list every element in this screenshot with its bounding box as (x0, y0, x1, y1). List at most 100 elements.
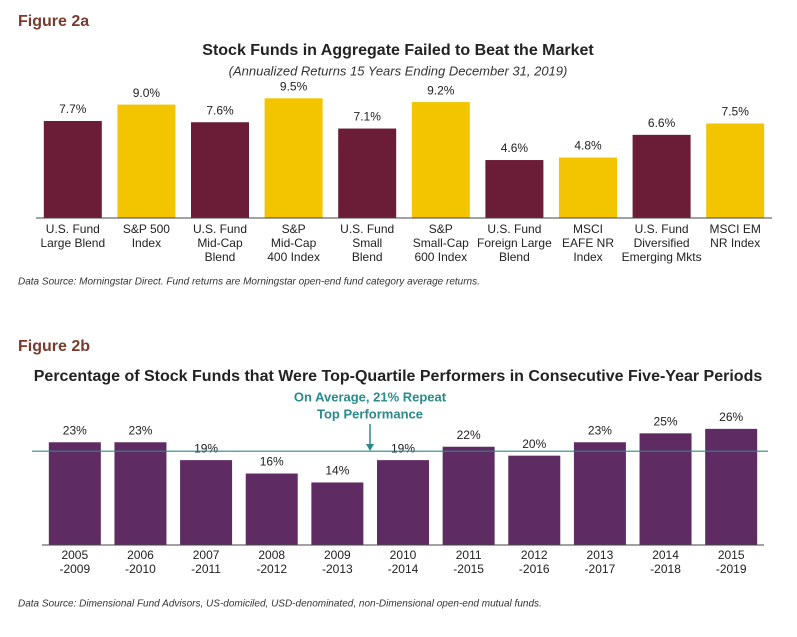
data-label: 9.5% (280, 79, 308, 93)
bar (180, 460, 233, 545)
figure-label: Figure 2b (18, 338, 90, 355)
x-tick-label: S&P (282, 222, 306, 236)
data-label: 7.7% (59, 102, 87, 116)
bar (442, 446, 495, 545)
data-label: 23% (63, 423, 87, 437)
x-tick-label: -2015 (453, 562, 484, 576)
data-label: 7.1% (354, 110, 382, 124)
bar (508, 455, 561, 545)
x-tick-label: Blend (352, 250, 383, 264)
data-label: 23% (128, 423, 152, 437)
bar (48, 442, 101, 545)
bar (377, 460, 429, 545)
x-tick-label: -2018 (650, 562, 681, 576)
x-tick-label: -2014 (388, 562, 419, 576)
bar (573, 442, 626, 545)
x-tick-label: 2005 (61, 548, 88, 562)
bar (338, 128, 397, 218)
x-tick-label: 2015 (718, 548, 745, 562)
x-tick-label: 600 Index (414, 250, 467, 264)
x-tick-label: U.S. Fund (487, 222, 541, 236)
annotation: On Average, 21% Repeat (294, 389, 447, 404)
source-note: Data Source: Dimensional Fund Advisors, … (18, 599, 542, 610)
bar (632, 134, 691, 218)
bar (559, 157, 617, 218)
x-tick-label: -2010 (125, 562, 156, 576)
x-tick-label: Small (352, 236, 382, 250)
x-tick-label: Diversified (634, 236, 690, 250)
x-tick-label: Blend (205, 250, 236, 264)
bar (114, 442, 167, 545)
data-label: 6.6% (648, 116, 676, 130)
bar (639, 433, 692, 545)
x-tick-label: -2012 (256, 562, 287, 576)
x-tick-label: -2011 (191, 562, 221, 576)
data-label: 16% (260, 455, 284, 469)
x-tick-label: 2010 (390, 548, 417, 562)
data-label: 26% (719, 410, 743, 424)
bar (705, 428, 758, 545)
x-tick-label: Mid-Cap (271, 236, 317, 250)
x-tick-label: Foreign Large (477, 236, 552, 250)
x-tick-label: U.S. Fund (46, 222, 100, 236)
x-tick-label: -2016 (519, 562, 550, 576)
x-tick-label: 2007 (193, 548, 220, 562)
x-tick-label: Blend (499, 250, 530, 264)
bar (43, 120, 102, 218)
x-tick-label: -2013 (322, 562, 353, 576)
x-tick-label: NR Index (710, 236, 760, 250)
data-label: 25% (654, 415, 678, 429)
x-tick-label: S&P 500 (123, 222, 170, 236)
chart-title: Stock Funds in Aggregate Failed to Beat … (202, 42, 594, 59)
bar (706, 123, 765, 218)
x-tick-label: 2014 (652, 548, 679, 562)
x-tick-label: S&P (429, 222, 453, 236)
x-tick-label: Mid-Cap (197, 236, 243, 250)
bar (117, 104, 176, 218)
data-label: 20% (522, 437, 546, 451)
bar (411, 102, 470, 218)
data-label: 22% (457, 428, 481, 442)
x-tick-label: 2008 (258, 548, 285, 562)
x-tick-label: -2019 (716, 562, 747, 576)
data-label: 4.6% (501, 141, 529, 155)
x-tick-label: U.S. Fund (193, 222, 247, 236)
data-label: 4.8% (574, 139, 602, 153)
annotation-arrowhead (366, 444, 374, 451)
x-tick-label: Index (573, 250, 602, 264)
bar (191, 122, 249, 218)
x-tick-label: -2017 (585, 562, 616, 576)
x-tick-label: 2011 (456, 548, 482, 562)
x-tick-label: 2009 (324, 548, 351, 562)
bar (245, 473, 298, 545)
chart-title: Percentage of Stock Funds that Were Top-… (34, 368, 763, 385)
x-tick-label: Emerging Mkts (622, 250, 702, 264)
data-label: 9.0% (133, 86, 161, 100)
x-tick-label: U.S. Fund (635, 222, 689, 236)
x-tick-label: Small-Cap (413, 236, 469, 250)
source-note: Data Source: Morningstar Direct. Fund re… (18, 277, 480, 288)
data-label: 14% (325, 464, 349, 478)
x-tick-label: MSCI (573, 222, 603, 236)
bar (311, 482, 364, 545)
bar (485, 160, 544, 218)
x-tick-label: Index (132, 236, 161, 250)
x-tick-label: 400 Index (267, 250, 320, 264)
x-tick-label: Large Blend (40, 236, 105, 250)
x-tick-label: 2006 (127, 548, 154, 562)
bar (264, 98, 323, 218)
x-tick-label: MSCI EM (710, 222, 761, 236)
data-label: 19% (391, 441, 415, 455)
x-tick-label: 2012 (521, 548, 548, 562)
x-tick-label: 2013 (587, 548, 614, 562)
data-label: 9.2% (427, 83, 455, 97)
x-tick-label: EAFE NR (562, 236, 614, 250)
data-label: 7.5% (722, 105, 750, 119)
figure-label: Figure 2a (18, 13, 89, 30)
x-tick-label: U.S. Fund (340, 222, 394, 236)
chart-subtitle: (Annualized Returns 15 Years Ending Dece… (229, 63, 568, 78)
annotation: Top Performance (317, 406, 423, 421)
data-label: 23% (588, 423, 612, 437)
data-label: 19% (194, 441, 218, 455)
